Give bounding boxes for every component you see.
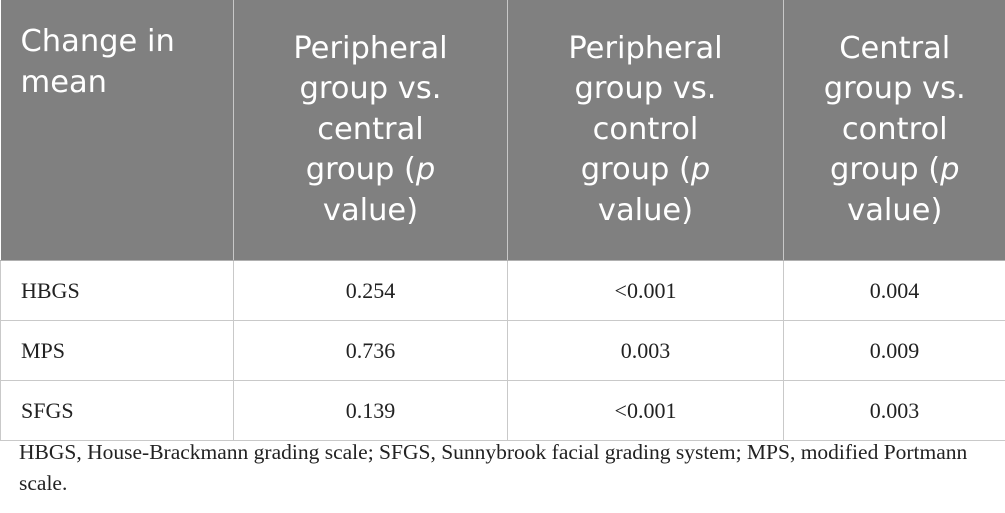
table-cell: 0.139 [233,380,508,441]
table-row: SFGS 0.139 <0.001 0.003 [0,380,1005,441]
table-cell: 0.009 [783,320,1005,381]
table-footnote: HBGS, House-Brackmann grading scale; SFG… [19,440,968,495]
header-peripheral-vs-control: Peripheral group vs. control group (p va… [507,0,784,261]
header-tail: value) [847,192,943,228]
header-central-vs-control: Central group vs. control group (p value… [783,0,1005,261]
table-cell: 0.736 [233,320,508,381]
table-cell: <0.001 [507,260,784,321]
header-text: Peripheral group vs. control group ( [568,30,723,188]
header-text: Peripheral group vs. central group ( [293,30,448,188]
row-label: MPS [0,320,234,381]
header-italic: p [940,152,960,188]
header-tail: value) [597,192,694,228]
header-tail: value) [322,192,419,228]
table-cell: 0.254 [233,260,508,321]
table-cell: 0.003 [507,320,784,381]
header-row: Change in mean Peripheral group vs. cent… [0,0,1005,261]
row-label: SFGS [0,380,234,441]
header-italic: p [415,152,436,188]
header-text: Central group vs. control group ( [823,30,966,188]
table-row: MPS 0.736 0.003 0.009 [0,320,1005,381]
header-italic: p [690,152,711,188]
table-cell: 0.004 [783,260,1005,321]
header-change-in-mean: Change in mean [0,0,234,261]
table-row: HBGS 0.254 <0.001 0.004 [0,260,1005,321]
results-table: Change in mean Peripheral group vs. cent… [0,0,1005,441]
header-peripheral-vs-central: Peripheral group vs. central group (p va… [233,0,508,261]
table-cell: 0.003 [783,380,1005,441]
table-cell: <0.001 [507,380,784,441]
row-label: HBGS [0,260,234,321]
